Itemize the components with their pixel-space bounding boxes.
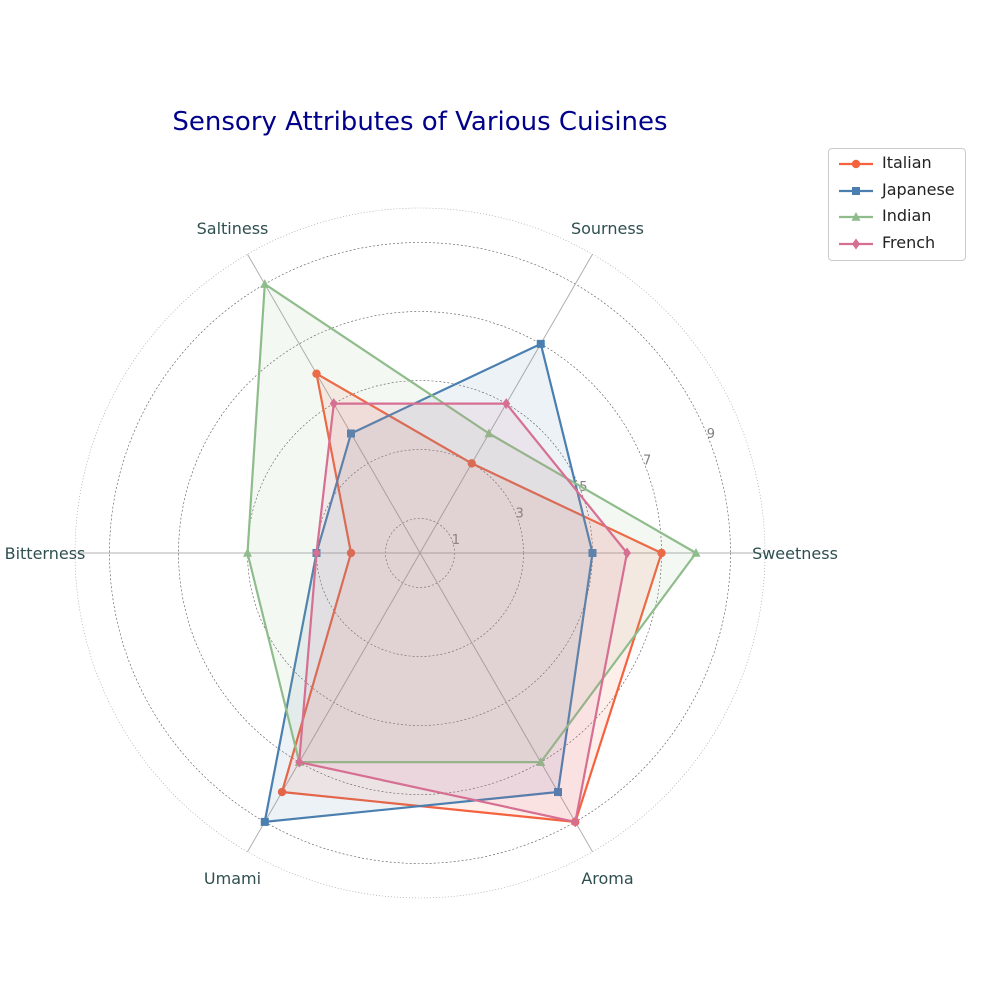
axis-label-saltiness: Saltiness: [197, 219, 269, 238]
r-tick-label: 7: [643, 454, 651, 469]
data-point-indian-sourness: [484, 428, 494, 438]
radar-series: [243, 279, 701, 828]
data-point-japanese-sourness: [536, 339, 545, 348]
axis-label-aroma: Aroma: [581, 869, 633, 888]
data-point-french-sourness: [502, 398, 511, 410]
axis-label-bitterness: Bitterness: [5, 544, 86, 563]
data-point-french-saltiness: [329, 398, 338, 410]
data-point-italian-sourness: [467, 459, 476, 468]
legend-label: French: [882, 232, 936, 252]
radar-labels: Sweetness Sourness Saltiness Bitterness Umam…: [5, 219, 838, 888]
axis-spoke: [247, 552, 421, 853]
legend-swatch: [839, 238, 873, 249]
legend-item-french: French: [829, 230, 965, 256]
legend-swatch: [839, 186, 873, 195]
legend-marker: [852, 186, 860, 195]
legend-item-japanese: Japanese: [829, 177, 965, 203]
data-point-indian-aroma: [536, 757, 546, 766]
axis-label-sourness: Sourness: [571, 219, 644, 238]
series-fill-french: [299, 403, 627, 822]
data-point-indian-bitterness: [243, 548, 252, 557]
data-point-italian-bitterness: [346, 548, 356, 558]
axis-label-sweetness: Sweetness: [752, 544, 838, 563]
r-tick-label: 9: [707, 427, 715, 442]
legend-label: Indian: [882, 206, 932, 225]
data-point-french-umami: [295, 756, 304, 768]
r-tick-label: 1: [452, 533, 460, 548]
legend-item-indian: Indian: [829, 203, 965, 229]
data-point-japanese-saltiness: [347, 429, 355, 438]
data-point-italian-umami: [277, 787, 287, 797]
data-point-italian-sweetness: [657, 548, 666, 558]
axis-spoke: [419, 552, 593, 853]
data-point-japanese-aroma: [554, 788, 562, 797]
data-point-indian-sweetness: [691, 548, 701, 557]
legend-marker: [851, 212, 861, 221]
legend-marker: [852, 238, 860, 249]
data-point-japanese-umami: [260, 817, 269, 826]
legend-swatch: [839, 212, 873, 221]
legend-item-italian: Italian: [829, 150, 965, 176]
series-fill-japanese: [264, 343, 593, 822]
legend-marker: [851, 159, 861, 169]
legend-label: Italian: [882, 153, 932, 172]
data-point-italian-saltiness: [312, 369, 321, 378]
legend-swatch: [839, 159, 873, 169]
legend-label: Japanese: [882, 179, 955, 199]
data-point-indian-saltiness: [260, 279, 270, 288]
series-fill-italian: [282, 373, 662, 822]
axis-label-umami: Umami: [204, 869, 261, 888]
data-point-french-aroma: [571, 816, 580, 828]
r-tick-label: 3: [515, 506, 523, 521]
chart-title: Sensory Attributes of Various Cuisines: [172, 107, 667, 137]
data-point-french-bitterness: [312, 547, 321, 559]
legend: Italian Japanese Indian French: [828, 148, 966, 261]
data-point-japanese-sweetness: [588, 549, 597, 557]
data-point-french-sweetness: [623, 547, 631, 559]
